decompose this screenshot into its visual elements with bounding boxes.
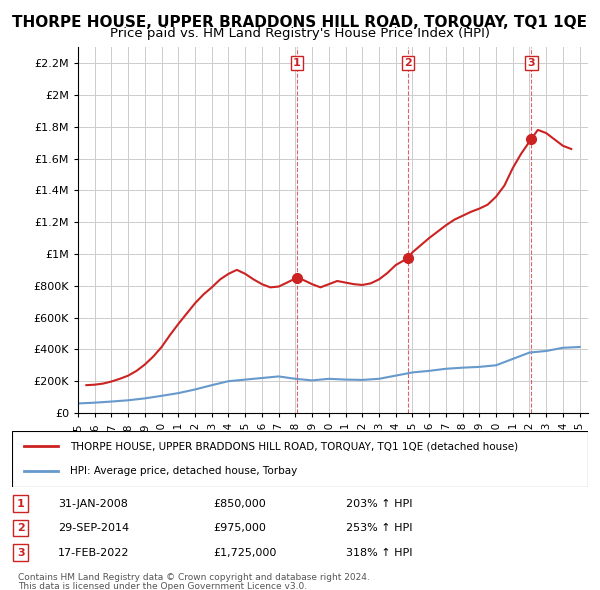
Text: 1: 1 bbox=[293, 58, 301, 68]
Text: 29-SEP-2014: 29-SEP-2014 bbox=[58, 523, 129, 533]
Text: 3: 3 bbox=[527, 58, 535, 68]
FancyBboxPatch shape bbox=[12, 431, 588, 487]
Text: £975,000: £975,000 bbox=[214, 523, 266, 533]
Text: £850,000: £850,000 bbox=[214, 499, 266, 509]
Text: 2: 2 bbox=[17, 523, 25, 533]
Text: 203% ↑ HPI: 203% ↑ HPI bbox=[346, 499, 413, 509]
Text: 253% ↑ HPI: 253% ↑ HPI bbox=[346, 523, 413, 533]
Text: This data is licensed under the Open Government Licence v3.0.: This data is licensed under the Open Gov… bbox=[18, 582, 307, 590]
Text: 318% ↑ HPI: 318% ↑ HPI bbox=[346, 548, 413, 558]
Text: £1,725,000: £1,725,000 bbox=[214, 548, 277, 558]
Text: THORPE HOUSE, UPPER BRADDONS HILL ROAD, TORQUAY, TQ1 1QE (detached house): THORPE HOUSE, UPPER BRADDONS HILL ROAD, … bbox=[70, 441, 518, 451]
Text: HPI: Average price, detached house, Torbay: HPI: Average price, detached house, Torb… bbox=[70, 466, 297, 476]
Text: Contains HM Land Registry data © Crown copyright and database right 2024.: Contains HM Land Registry data © Crown c… bbox=[18, 573, 370, 582]
Text: 1: 1 bbox=[17, 499, 25, 509]
Text: 3: 3 bbox=[17, 548, 25, 558]
Text: 31-JAN-2008: 31-JAN-2008 bbox=[58, 499, 128, 509]
Text: Price paid vs. HM Land Registry's House Price Index (HPI): Price paid vs. HM Land Registry's House … bbox=[110, 27, 490, 40]
Text: 2: 2 bbox=[404, 58, 412, 68]
Text: THORPE HOUSE, UPPER BRADDONS HILL ROAD, TORQUAY, TQ1 1QE: THORPE HOUSE, UPPER BRADDONS HILL ROAD, … bbox=[13, 15, 587, 30]
Text: 17-FEB-2022: 17-FEB-2022 bbox=[58, 548, 130, 558]
